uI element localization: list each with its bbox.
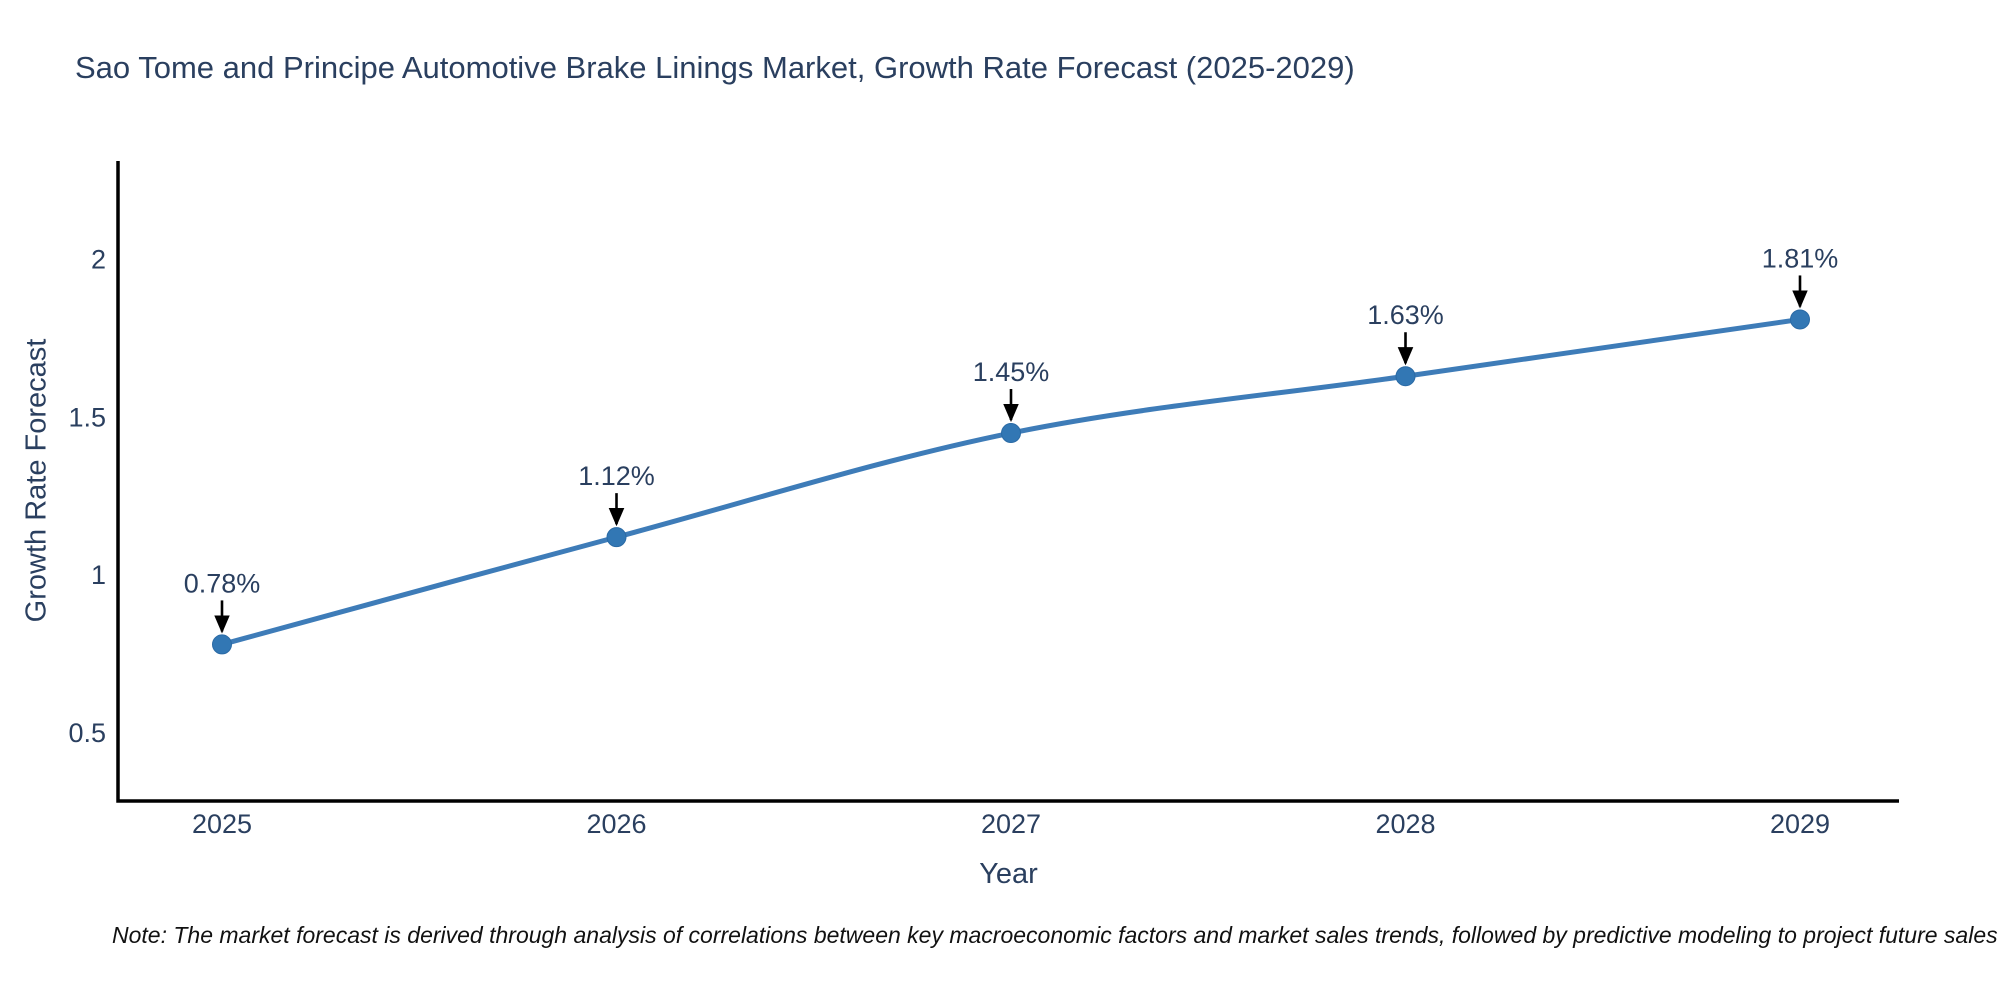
trend-line-group — [212, 309, 1810, 655]
x-tick-label: 2027 — [981, 809, 1041, 839]
data-point[interactable] — [1790, 309, 1810, 330]
x-tick-label: 2026 — [586, 809, 646, 839]
point-annotations: 0.78% 1.12% 1.45% 1.63% 1.81% — [184, 243, 1839, 634]
x-tick-label: 2029 — [1770, 809, 1830, 839]
x-tick-label: 2028 — [1375, 809, 1435, 839]
data-point-label: 1.12% — [578, 461, 655, 491]
data-point-label: 1.63% — [1367, 300, 1444, 330]
x-tick-label: 2025 — [192, 809, 252, 839]
data-point[interactable] — [1001, 423, 1021, 444]
x-tick-labels: 2025 2026 2027 2028 2029 — [192, 809, 1830, 839]
data-point-label: 1.45% — [973, 357, 1050, 387]
data-point[interactable] — [606, 527, 627, 548]
axis-line — [116, 161, 1899, 803]
data-point[interactable] — [1395, 366, 1416, 387]
data-point[interactable] — [212, 634, 232, 655]
y-tick-label: 1 — [91, 560, 106, 590]
y-tick-labels: 0.5 1 1.5 2 — [68, 245, 106, 748]
y-tick-label: 2 — [91, 245, 106, 275]
x-axis-title: Year — [979, 858, 1038, 890]
data-point-label: 1.81% — [1762, 243, 1839, 273]
axis-lines — [116, 161, 1899, 803]
y-tick-label: 1.5 — [68, 402, 106, 432]
data-point-label: 0.78% — [184, 568, 261, 598]
chart-title: Sao Tome and Principe Automotive Brake L… — [75, 50, 1355, 85]
footnote: Note: The market forecast is derived thr… — [112, 922, 1998, 948]
y-tick-label: 0.5 — [68, 718, 106, 748]
